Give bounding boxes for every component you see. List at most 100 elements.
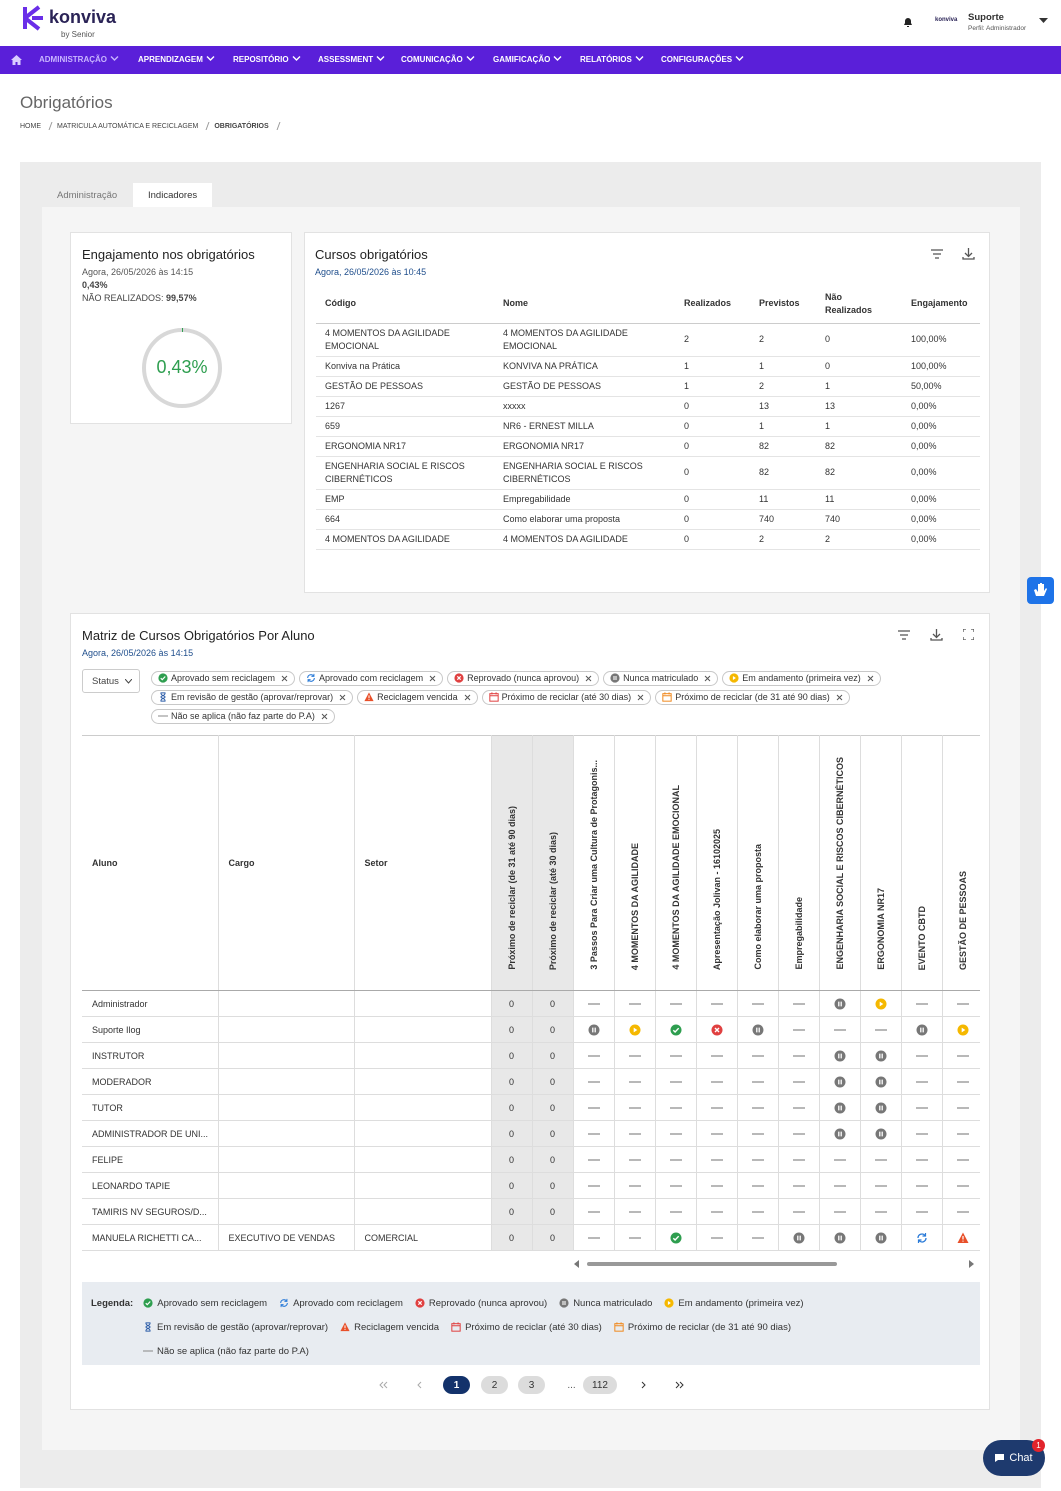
chip-remove[interactable] xyxy=(321,713,328,720)
chip-remove[interactable] xyxy=(704,675,711,682)
h-scrollbar[interactable] xyxy=(571,1259,981,1269)
filter-chip[interactable]: Reciclagem vencida xyxy=(357,689,478,705)
status-icon-dash xyxy=(956,1158,969,1161)
status-cell xyxy=(737,1094,779,1121)
legend-label: Reciclagem vencida xyxy=(354,1321,440,1333)
status-wrap xyxy=(615,1050,655,1062)
filter-chips: Aprovado sem reciclagem Aprovado com reci… xyxy=(151,670,931,727)
page-button[interactable]: 3 xyxy=(518,1376,545,1394)
download-icon[interactable] xyxy=(962,247,975,260)
chip-remove[interactable] xyxy=(867,675,874,682)
status-icon-sync xyxy=(280,1298,288,1308)
breadcrumb-item[interactable]: MATRICULA AUTOMÁTICA E RECICLAGEM xyxy=(57,122,199,130)
recycle-count: 0 xyxy=(532,1016,574,1043)
nav-item[interactable]: RELATÓRIOS xyxy=(580,55,644,64)
breadcrumb-item[interactable]: HOME xyxy=(20,122,41,130)
filter-chip[interactable]: Nunca matriculado xyxy=(603,670,719,686)
page-arrow[interactable] xyxy=(673,1376,687,1394)
status-cell xyxy=(573,1146,615,1173)
icon-shape xyxy=(585,675,592,681)
status-wrap xyxy=(820,1180,860,1192)
recycle-count: 0 xyxy=(532,1094,574,1121)
status-wrap xyxy=(943,1050,981,1062)
nav-item[interactable]: APRENDIZAGEM xyxy=(138,55,215,64)
icon-shape xyxy=(704,675,711,681)
header-row: Código Nome Realizados Previstos Não Realiza… xyxy=(316,285,980,324)
tab[interactable]: Administração xyxy=(57,190,118,201)
status-cell xyxy=(942,1172,980,1199)
status-icon-dash xyxy=(915,1002,928,1005)
nav-item[interactable]: CONFIGURAÇÕES xyxy=(661,55,744,64)
status-wrap xyxy=(820,1076,860,1088)
nav-label: REPOSITÓRIO xyxy=(233,55,289,64)
filter-chip[interactable]: Em revisão de gestão (aprovar/reprovar) xyxy=(151,689,354,705)
rotated-column-header: ERGONOMIA NR17 xyxy=(860,735,902,991)
status-cell xyxy=(860,990,902,1017)
status-icon-hourglass xyxy=(145,1322,151,1332)
page-arrow[interactable] xyxy=(376,1376,390,1394)
filter-chip[interactable]: Aprovado com reciclagem xyxy=(299,670,444,686)
status-wrap xyxy=(697,998,737,1010)
status-filter[interactable]: Status xyxy=(82,669,140,693)
filter-chip[interactable]: Em andamento (primeira vez) xyxy=(722,670,881,686)
not-done: NÃO REALIZADOS: 99,57% xyxy=(82,293,197,303)
icon-shape xyxy=(417,1381,422,1389)
chip-remove[interactable] xyxy=(836,694,843,701)
chip-label: Não se aplica (não faz parte do P.A) xyxy=(171,711,315,721)
course-row: 4 MOMENTOS DA AGILIDADE EMOCIONAL 4 MOMEN… xyxy=(316,323,980,357)
icon-shape xyxy=(879,1001,883,1006)
chip-remove[interactable] xyxy=(637,694,644,701)
status-icon-cal30 xyxy=(488,692,499,702)
page-button[interactable]: 112 xyxy=(583,1376,617,1394)
chip-remove[interactable] xyxy=(281,675,288,682)
download-icon[interactable] xyxy=(930,628,943,641)
chip-remove[interactable] xyxy=(429,675,436,682)
chip-remove[interactable] xyxy=(464,694,471,701)
nav-item[interactable]: GAMIFICAÇÃO xyxy=(493,55,562,64)
status-icon-dash xyxy=(751,1080,764,1083)
page-arrow[interactable] xyxy=(413,1376,427,1394)
filter-chip[interactable]: Aprovado sem reciclagem xyxy=(151,670,296,686)
page-button[interactable]: 1 xyxy=(443,1376,470,1394)
page-button[interactable]: 2 xyxy=(481,1376,508,1394)
filter-chip[interactable]: Não se aplica (não faz parte do P.A) xyxy=(151,708,335,724)
filter-icon[interactable] xyxy=(931,249,943,259)
nav-item[interactable]: ADMINISTRAÇÃO xyxy=(39,55,119,64)
nav-item[interactable]: COMUNICAÇÃO xyxy=(401,55,475,64)
nav-item[interactable]: REPOSITÓRIO xyxy=(233,55,301,64)
status-icon-dash xyxy=(669,1054,682,1057)
filter-chip[interactable]: Próximo de reciclar (até 30 dias) xyxy=(481,689,652,705)
user-caret[interactable] xyxy=(1039,18,1048,24)
expand-icon[interactable] xyxy=(963,629,974,640)
tab[interactable]: Indicadores xyxy=(133,183,213,207)
filter-chip[interactable]: Reprovado (nunca aprovou) xyxy=(447,670,600,686)
status-icon-dash xyxy=(792,1054,805,1057)
legend-title: Legenda: xyxy=(91,1297,134,1309)
card-title: Engajamento nos obrigatórios xyxy=(82,247,255,262)
status-wrap xyxy=(615,1102,655,1114)
status-cell xyxy=(778,990,820,1017)
nav-caret xyxy=(110,56,119,61)
chip-label: Em revisão de gestão (aprovar/reprovar) xyxy=(171,692,334,702)
home-icon[interactable] xyxy=(11,55,22,65)
legend-item: Reprovado (nunca aprovou) xyxy=(415,1298,547,1309)
icon-shape xyxy=(961,1027,965,1032)
filter-icon[interactable] xyxy=(898,630,910,640)
student-cell: TUTOR xyxy=(82,1094,219,1121)
nav-caret xyxy=(735,56,744,61)
icon-shape xyxy=(559,1298,569,1308)
status-cell xyxy=(860,1094,902,1121)
filter-chip[interactable]: Próximo de reciclar (de 31 até 90 dias) xyxy=(655,689,850,705)
chip-remove[interactable] xyxy=(339,694,346,701)
chip-remove[interactable] xyxy=(585,675,592,682)
page-arrow[interactable] xyxy=(636,1376,650,1394)
status-icon-dash xyxy=(143,1350,153,1352)
user-name[interactable]: Suporte xyxy=(968,12,1004,23)
recycle-count: 0 xyxy=(532,1198,574,1225)
status-wrap xyxy=(779,1050,819,1062)
accessibility-button[interactable] xyxy=(1027,577,1054,604)
bell-icon[interactable] xyxy=(902,16,914,28)
nav-item[interactable]: ASSESSMENT xyxy=(318,55,385,64)
course-cell: 0,00% xyxy=(902,436,980,457)
status-wrap xyxy=(738,1076,778,1088)
